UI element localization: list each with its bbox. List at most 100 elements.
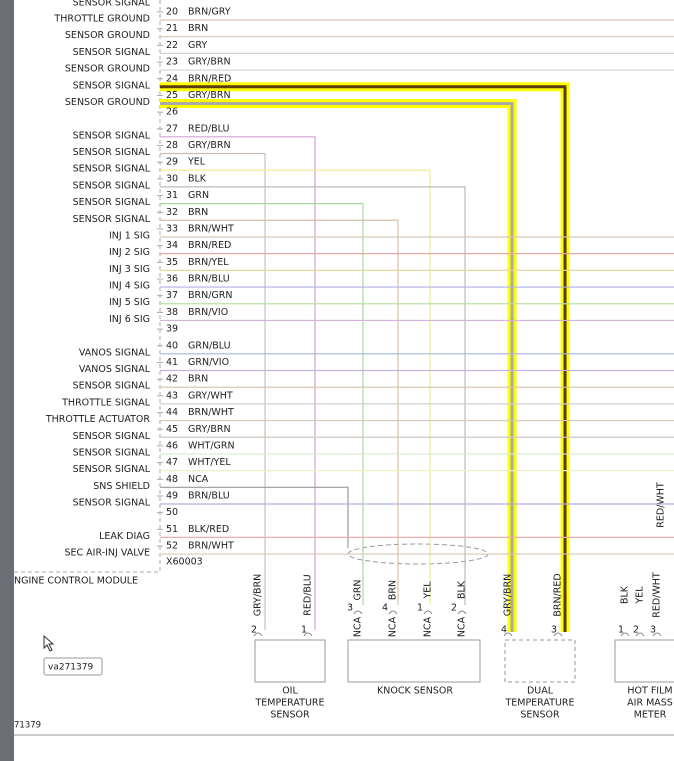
pin-label: SENSOR GROUND <box>65 64 150 75</box>
terminal <box>503 632 513 637</box>
wire-label: GRN <box>353 579 364 600</box>
pin-label: SEC AIR-INJ VALVE <box>65 548 151 559</box>
pin-number: 46 <box>166 440 178 451</box>
component-name: TEMPERATURE <box>254 698 324 709</box>
component-name: TEMPERATURE <box>504 698 574 709</box>
pin-number: 21 <box>166 23 178 34</box>
pin-number: 44 <box>166 407 178 418</box>
terminal-code: NCA <box>423 616 434 637</box>
terminal-number: 2 <box>451 603 457 614</box>
terminal-number: 2 <box>251 625 257 636</box>
terminal-code: NCA <box>388 616 399 637</box>
connector-id: X60003 <box>166 557 203 568</box>
terminal <box>457 610 467 615</box>
wire-color: GRY/BRN <box>188 57 231 68</box>
wire-color: BRN/GRN <box>188 290 233 301</box>
pin-number: 31 <box>166 190 178 201</box>
pin-number: 40 <box>166 340 178 351</box>
wire-label: RED/WHT <box>652 572 663 618</box>
pin-number: 47 <box>166 457 178 468</box>
pin-number: 30 <box>166 173 178 184</box>
wire-color: GRY <box>188 40 207 51</box>
pin-label: SENSOR SIGNAL <box>73 164 151 175</box>
pin-label: SENSOR SIGNAL <box>73 147 151 158</box>
wire-color: GRY/WHT <box>188 390 233 401</box>
wire <box>160 101 514 632</box>
pin-number: 38 <box>166 307 178 318</box>
terminal <box>652 632 662 637</box>
wire-label: YEL <box>423 581 434 600</box>
wire-color: WHT/GRN <box>188 440 235 451</box>
component-body <box>347 639 481 683</box>
pin-label: LEAK DIAG <box>99 531 150 542</box>
component-name: AIR MASS <box>627 698 673 709</box>
pin-number: 26 <box>166 107 178 118</box>
terminal <box>553 632 563 637</box>
wire-color: BRN/WHT <box>188 223 234 234</box>
terminal-code: NCA <box>457 616 468 637</box>
wire-color: BRN <box>188 23 208 34</box>
pin-number: 43 <box>166 390 178 401</box>
figure-id: 71379 <box>14 721 41 731</box>
pin-number: 28 <box>166 140 178 151</box>
pin-number: 34 <box>166 240 178 251</box>
terminal-number: 1 <box>417 603 423 614</box>
pin-number: 29 <box>166 157 178 168</box>
wire-color: GRN <box>188 190 209 201</box>
pin-number: 27 <box>166 123 178 134</box>
wire-color: GRN/VIO <box>188 357 229 368</box>
pin-number: 33 <box>166 223 178 234</box>
wire-color: WHT/YEL <box>188 457 231 468</box>
terminal <box>620 632 630 637</box>
terminal-number: 1 <box>618 625 624 636</box>
tooltip <box>43 657 103 676</box>
pin-number: 41 <box>166 357 178 368</box>
terminal-number: 3 <box>650 625 656 636</box>
pin-label: SENSOR SIGNAL <box>73 80 151 91</box>
wire-color: BRN/RED <box>188 73 231 84</box>
wire <box>160 136 316 630</box>
pin-number: 52 <box>166 541 178 552</box>
pin-number: 50 <box>166 507 178 518</box>
wire <box>160 169 431 605</box>
pin-label: SENSOR SIGNAL <box>73 381 151 392</box>
pin-number: 49 <box>166 491 178 502</box>
wire-label: RED/BLU <box>303 574 314 615</box>
wire-label: BLK <box>620 585 631 604</box>
pin-label: THROTTLE SIGNAL <box>61 397 151 408</box>
pin-label: VANOS SIGNAL <box>79 347 151 358</box>
pin-number: 37 <box>166 290 178 301</box>
pin-label: SENSOR GROUND <box>65 97 150 108</box>
wire-label: RED/WHT <box>656 482 667 528</box>
pin-label: SENSOR SIGNAL <box>73 197 151 208</box>
wire-color: BRN/BLU <box>188 491 230 502</box>
pin-label: SENSOR SIGNAL <box>73 130 151 141</box>
wires <box>160 19 674 632</box>
terminal <box>423 610 433 615</box>
window-edge <box>0 0 14 761</box>
pin-label: SENSOR SIGNAL <box>73 47 151 58</box>
pin-number: 39 <box>166 324 178 335</box>
terminal <box>635 632 645 637</box>
component-name: SENSOR <box>520 710 560 721</box>
pin-label: INJ 6 SIG <box>109 314 150 325</box>
terminal-number: 2 <box>633 625 639 636</box>
module-name: NGINE CONTROL MODULE <box>14 576 138 587</box>
wire-color: GRY/BRN <box>188 140 231 151</box>
pin-label: SENSOR GROUND <box>65 30 150 41</box>
wire-color: YEL <box>187 157 206 168</box>
pin-number: 35 <box>166 257 178 268</box>
pin-label: INJ 1 SIG <box>109 230 150 241</box>
pin-label: SENSOR SIGNAL <box>73 214 151 225</box>
component-name: METER <box>634 710 667 721</box>
pin-label: INJ 2 SIG <box>109 247 150 258</box>
wire-color: RED/BLU <box>188 123 229 134</box>
wire-color: BLK <box>188 173 207 184</box>
component-name: HOT FILM <box>627 686 672 697</box>
wire <box>160 186 466 605</box>
wire-label: BRN/RED <box>553 573 564 616</box>
terminal-number: 1 <box>301 625 307 636</box>
pin-number: 20 <box>166 7 178 18</box>
